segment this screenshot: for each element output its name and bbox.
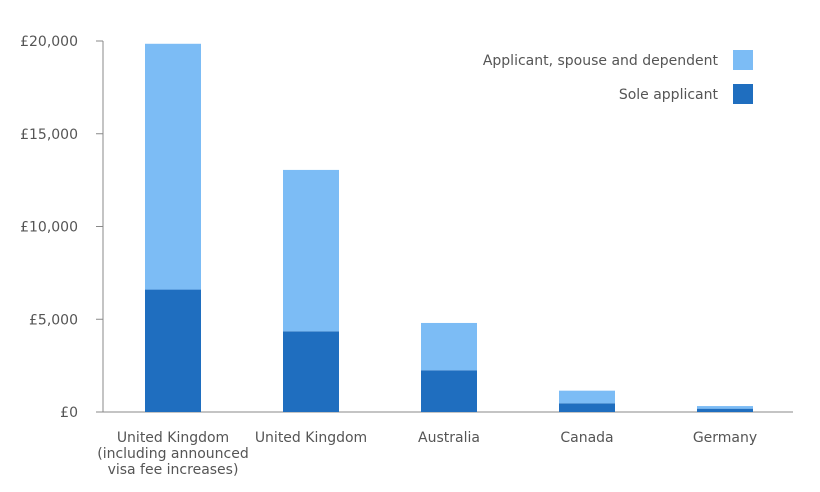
bar-applicant-spouse-dependent: [283, 169, 339, 332]
y-tick-label: £10,000: [20, 220, 78, 236]
y-tick-label: £5,000: [29, 312, 78, 328]
y-tick-label: £0: [60, 405, 78, 421]
legend-swatch: [733, 84, 753, 104]
x-category-label: United Kingdom: [255, 430, 367, 446]
bars: [145, 43, 753, 412]
bar-sole-applicant: [283, 331, 339, 412]
bar-sole-applicant: [145, 289, 201, 412]
y-tick-label: £20,000: [20, 34, 78, 50]
legend-label: Applicant, spouse and dependent: [483, 53, 719, 69]
legend: Applicant, spouse and dependent Sole appl…: [483, 50, 753, 104]
bar-sole-applicant: [697, 408, 753, 412]
bar-applicant-spouse-dependent: [559, 390, 615, 404]
x-category-label: Germany: [693, 430, 757, 446]
x-category-label: United Kingdom: [117, 430, 229, 446]
bar-sole-applicant: [559, 403, 615, 412]
x-category-label: Canada: [560, 430, 613, 446]
bar-sole-applicant: [421, 370, 477, 412]
x-category-label: (including announced: [97, 446, 249, 462]
x-category-label: visa fee increases): [108, 462, 239, 478]
bar-applicant-spouse-dependent: [697, 406, 753, 409]
y-tick-label: £15,000: [20, 127, 78, 143]
bar-applicant-spouse-dependent: [421, 322, 477, 371]
bar-applicant-spouse-dependent: [145, 43, 201, 290]
legend-label: Sole applicant: [619, 87, 719, 103]
x-category-label: Australia: [418, 430, 480, 446]
y-axis: £0 £5,000 £10,000 £15,000 £20,000: [20, 34, 104, 421]
legend-swatch: [733, 50, 753, 70]
